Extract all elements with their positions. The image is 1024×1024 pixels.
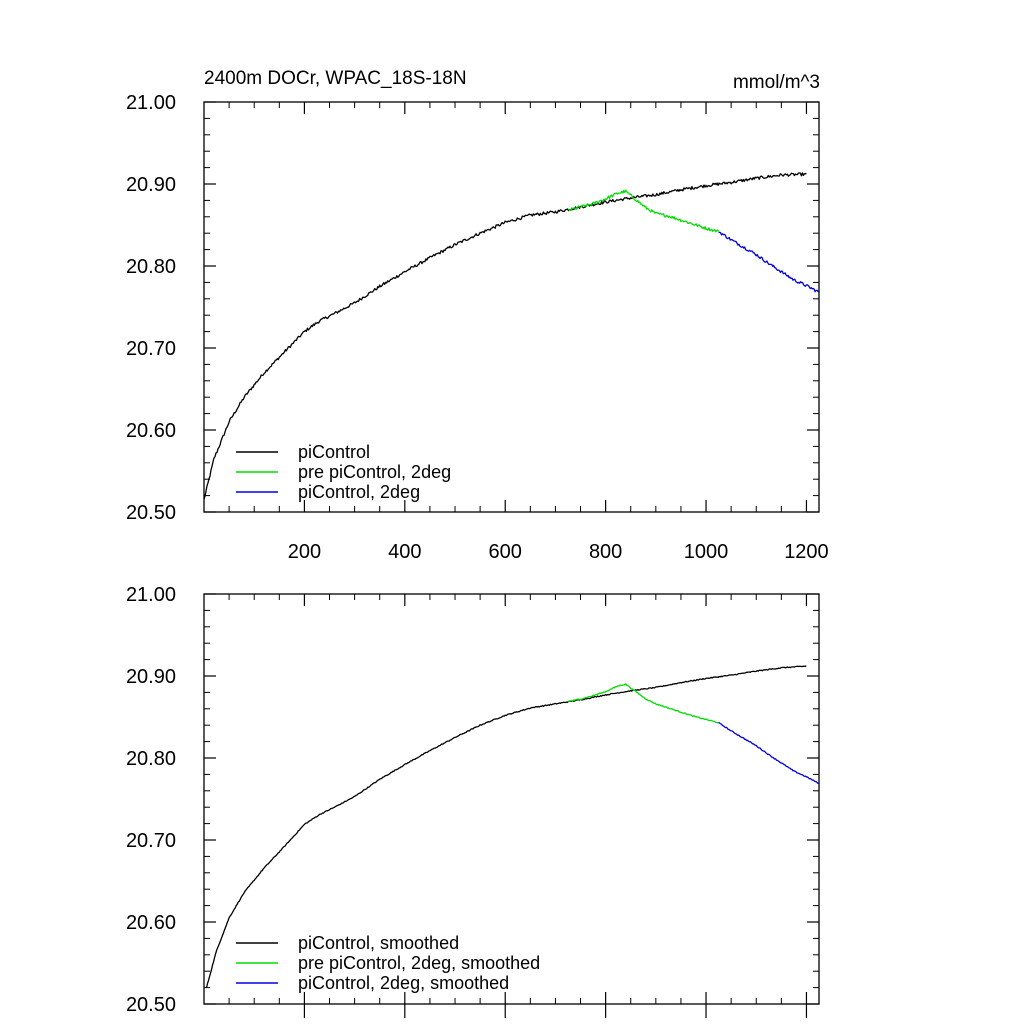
legend-label: piControl (298, 442, 370, 462)
y-tick-label: 20.50 (126, 994, 176, 1016)
x-tick-label: 1200 (784, 541, 829, 563)
legend-label: pre piControl, 2deg, smoothed (298, 953, 540, 973)
series-line (718, 721, 819, 785)
y-tick-label: 20.80 (126, 748, 176, 770)
y-tick-label: 20.90 (126, 666, 176, 688)
panel-bottom: 20.50 20.60 20.70 20.80 20.90 21.00 piControl… (126, 584, 820, 1018)
units-label: mmol/m^3 (733, 72, 820, 93)
x-tick-label: 800 (589, 541, 622, 563)
y-tick-label: 20.60 (126, 420, 176, 442)
y-tick-label: 21.00 (126, 92, 176, 114)
chart-title: 2400m DOCr, WPAC_18S-18N (204, 68, 467, 89)
series-line (567, 189, 720, 233)
legend-label: piControl, 2deg, smoothed (298, 973, 509, 993)
plot-frame-top (203, 101, 820, 513)
ticks-top: 20.50 20.60 20.70 20.80 20.90 21.00 200 400 600 8… (126, 92, 829, 563)
y-tick-label: 20.80 (126, 256, 176, 278)
ticks-bottom: 20.50 20.60 20.70 20.80 20.90 21.00 (126, 584, 819, 1018)
legend-label: piControl, smoothed (298, 933, 459, 953)
x-tick-label: 400 (388, 541, 421, 563)
panel-top: 2400m DOCr, WPAC_18S-18N mmol/m^3 20.502… (126, 68, 829, 563)
legend-label: pre piControl, 2deg (298, 462, 451, 482)
series-line (567, 683, 719, 724)
x-tick-label: 1000 (684, 541, 729, 563)
legend-label: piControl, 2deg (298, 482, 420, 502)
series-lines-bottom (205, 665, 819, 988)
y-tick-label: 20.60 (126, 912, 176, 934)
series-line (203, 172, 807, 500)
series-line (205, 665, 807, 988)
y-tick-label: 20.70 (126, 830, 176, 852)
x-tick-label: 200 (288, 541, 321, 563)
plot-frame-bottom (203, 593, 820, 1005)
y-tick-label: 20.90 (126, 174, 176, 196)
y-tick-label: 21.00 (126, 584, 176, 606)
series-line (718, 231, 820, 293)
x-tick-label: 600 (489, 541, 522, 563)
series-lines-top (203, 172, 820, 500)
y-tick-label: 20.70 (126, 338, 176, 360)
y-tick-label: 20.50 (126, 502, 176, 524)
